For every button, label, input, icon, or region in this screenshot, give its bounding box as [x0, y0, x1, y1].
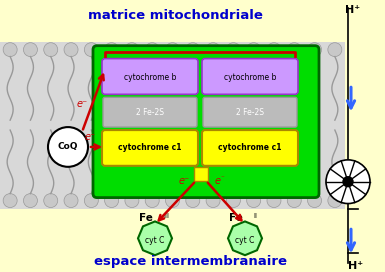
Text: e: e: [215, 176, 221, 186]
Text: H⁺: H⁺: [345, 5, 361, 15]
Text: CoQ: CoQ: [58, 143, 78, 152]
Circle shape: [328, 43, 342, 57]
Text: cytochrome c1: cytochrome c1: [118, 143, 182, 152]
Text: cytochrome b: cytochrome b: [124, 73, 176, 82]
Circle shape: [186, 43, 200, 57]
Circle shape: [226, 43, 240, 57]
Circle shape: [23, 43, 37, 57]
Circle shape: [23, 194, 37, 208]
FancyBboxPatch shape: [102, 130, 198, 166]
Circle shape: [343, 177, 353, 187]
Circle shape: [267, 43, 281, 57]
Circle shape: [64, 194, 78, 208]
Circle shape: [166, 194, 179, 208]
Circle shape: [145, 194, 159, 208]
Circle shape: [308, 194, 321, 208]
Text: III: III: [163, 214, 169, 220]
Circle shape: [3, 194, 17, 208]
Circle shape: [44, 43, 58, 57]
Text: cyt C: cyt C: [145, 236, 165, 245]
Text: II: II: [253, 214, 257, 220]
Polygon shape: [228, 221, 262, 255]
FancyBboxPatch shape: [102, 58, 198, 94]
Text: H⁺: H⁺: [348, 261, 363, 271]
Text: e⁻: e⁻: [178, 176, 189, 186]
Text: espace intermembranaire: espace intermembranaire: [94, 255, 286, 268]
Text: e⁻: e⁻: [77, 99, 87, 109]
Circle shape: [247, 43, 261, 57]
Circle shape: [84, 194, 98, 208]
Circle shape: [308, 43, 321, 57]
Circle shape: [206, 43, 220, 57]
Text: 2 Fe-2S: 2 Fe-2S: [136, 108, 164, 117]
Text: cytochrome b: cytochrome b: [224, 73, 276, 82]
Text: Fe: Fe: [229, 214, 243, 223]
Circle shape: [64, 43, 78, 57]
Circle shape: [44, 194, 58, 208]
Circle shape: [267, 194, 281, 208]
FancyBboxPatch shape: [203, 97, 297, 127]
Circle shape: [287, 194, 301, 208]
Circle shape: [186, 194, 200, 208]
Bar: [194, 167, 208, 181]
Circle shape: [326, 160, 370, 203]
Text: cyt C: cyt C: [235, 236, 255, 245]
Polygon shape: [138, 221, 172, 255]
Circle shape: [3, 43, 17, 57]
FancyBboxPatch shape: [103, 97, 197, 127]
Circle shape: [125, 194, 139, 208]
Circle shape: [166, 43, 179, 57]
Circle shape: [48, 127, 88, 167]
Circle shape: [145, 43, 159, 57]
Circle shape: [226, 194, 240, 208]
FancyBboxPatch shape: [202, 130, 298, 166]
Text: 2 Fe-2S: 2 Fe-2S: [236, 108, 264, 117]
Text: cytochrome c1: cytochrome c1: [218, 143, 282, 152]
Text: matrice mitochondriale: matrice mitochondriale: [87, 10, 263, 22]
FancyBboxPatch shape: [202, 58, 298, 94]
Text: e⁻: e⁻: [84, 132, 95, 142]
Circle shape: [247, 194, 261, 208]
Text: Fe: Fe: [139, 214, 153, 223]
Circle shape: [287, 43, 301, 57]
Circle shape: [206, 194, 220, 208]
Bar: [0, 42, 345, 209]
Circle shape: [105, 194, 119, 208]
Circle shape: [125, 43, 139, 57]
Circle shape: [105, 43, 119, 57]
Circle shape: [84, 43, 98, 57]
FancyBboxPatch shape: [93, 46, 319, 197]
Circle shape: [328, 194, 342, 208]
Text: ⁻: ⁻: [220, 176, 224, 182]
